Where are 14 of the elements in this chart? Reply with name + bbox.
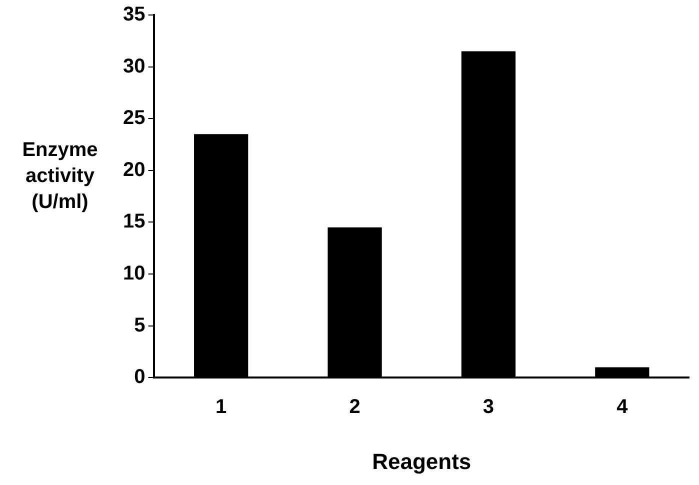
y-tick-label: 20 (122, 158, 146, 181)
y-tick-label: 0 (134, 366, 146, 388)
x-tick-label: 4 (616, 396, 629, 418)
y-axis-title: Enzyme activity (U/ml) (22, 138, 98, 213)
y-tick-label: 15 (122, 210, 146, 233)
y-tick-label: 5 (134, 314, 146, 336)
y-tick-label: 30 (122, 55, 146, 78)
y-tick-label: 25 (122, 107, 146, 130)
y-tick-label: 10 (122, 262, 146, 285)
x-tick-label: 2 (349, 396, 360, 418)
x-tick-label: 3 (482, 396, 494, 418)
y-tick-label: 35 (122, 4, 146, 26)
x-axis-title: Reagents (372, 448, 472, 474)
x-tick-label: 1 (216, 396, 227, 418)
